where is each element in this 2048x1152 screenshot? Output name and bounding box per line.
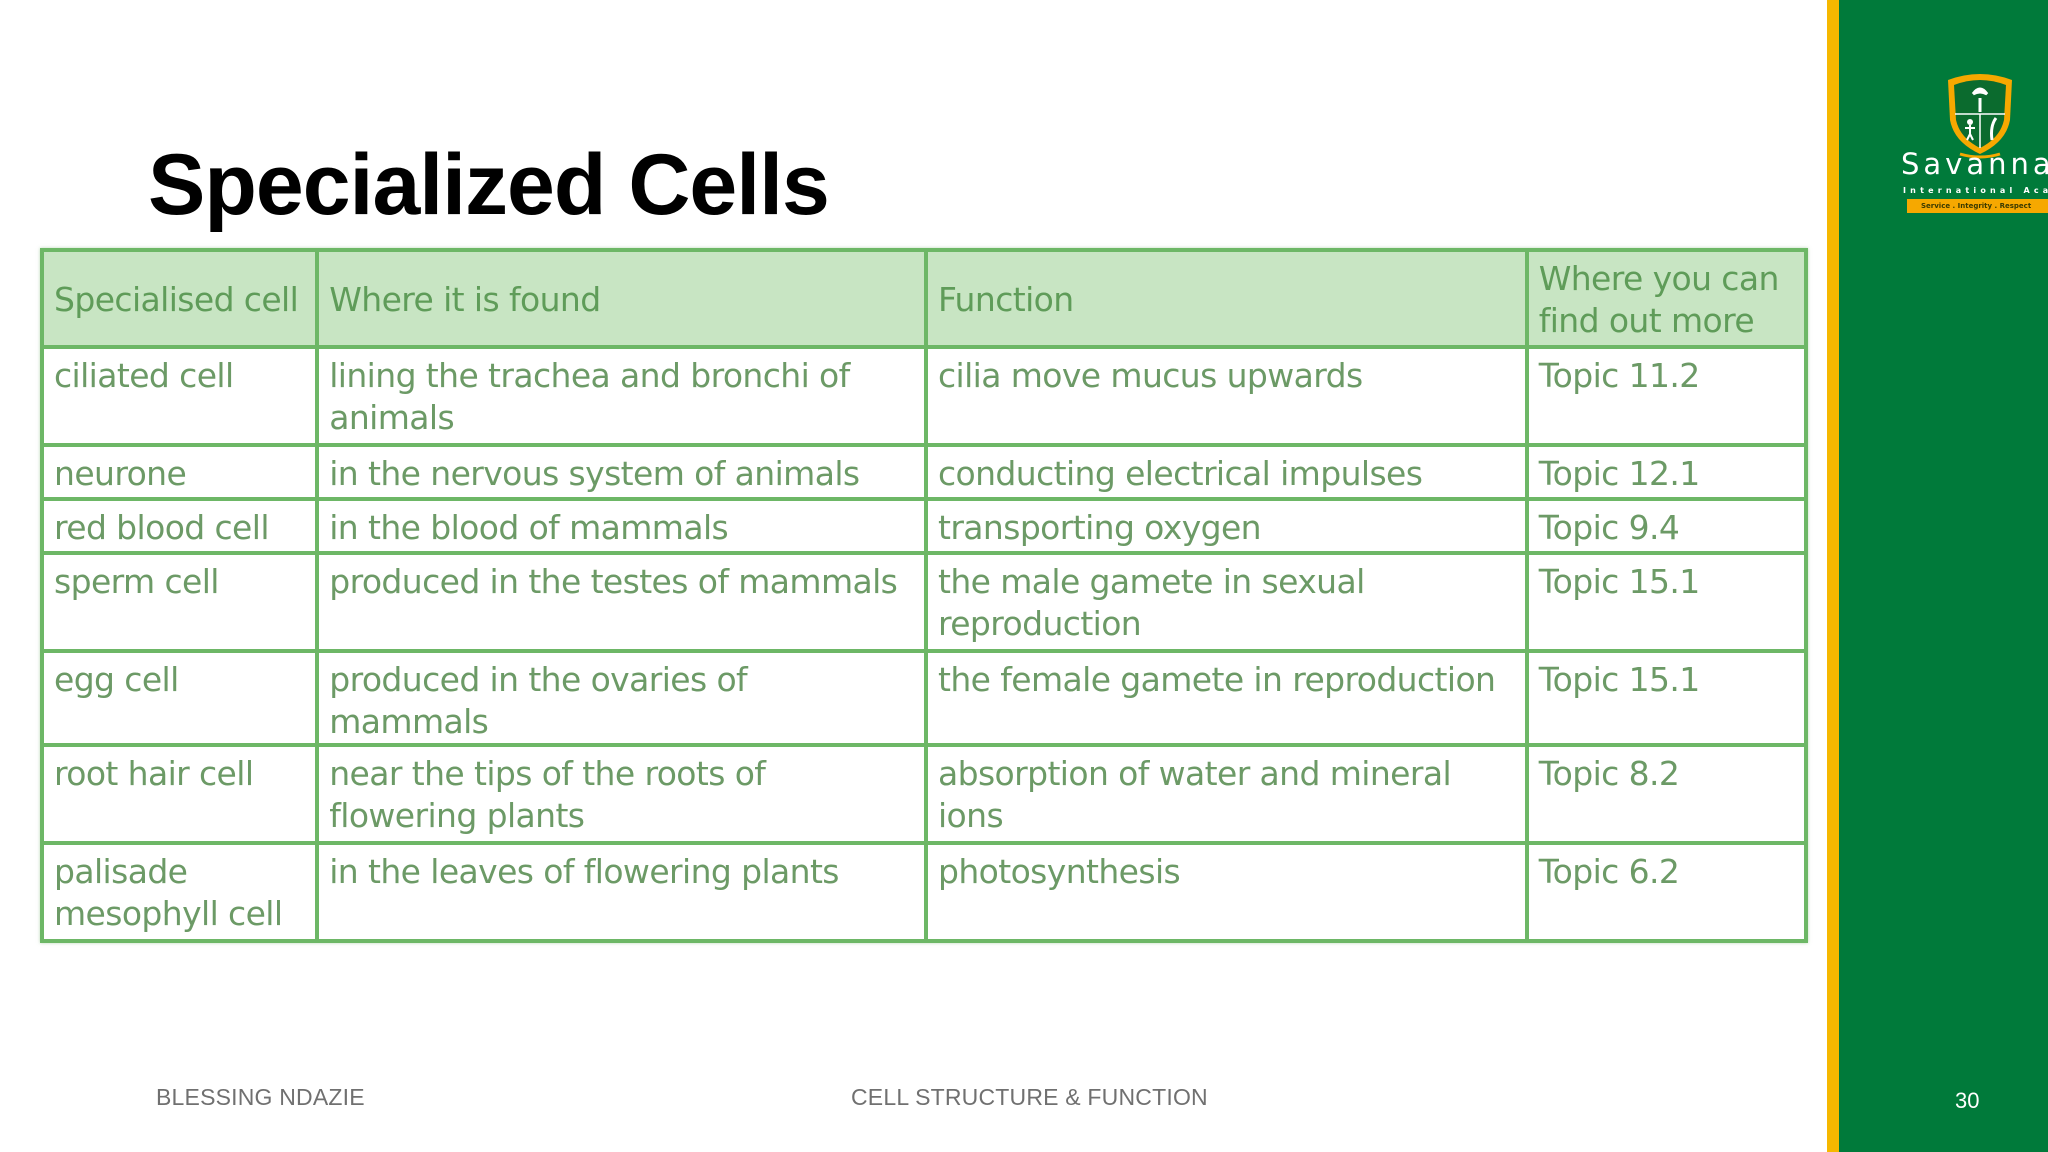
slide-title: Specialized Cells xyxy=(148,137,830,233)
cell-topic-reference: Topic 9.4 xyxy=(1524,497,1809,555)
cell-name: red blood cell xyxy=(39,497,320,555)
cell-name: neurone xyxy=(39,443,320,501)
specialized-cells-table: Specialised cell Where it is found Funct… xyxy=(39,248,1809,943)
cell-location: near the tips of the roots of flowering … xyxy=(315,743,928,845)
cell-function: cilia move mucus upwards xyxy=(923,345,1529,447)
column-header-function: Function xyxy=(923,248,1529,349)
table-row: palisade mesophyll cell in the leaves of… xyxy=(39,841,1809,943)
logo-subtitle: International Acade xyxy=(1903,186,2048,195)
cell-name: egg cell xyxy=(39,649,320,747)
column-header-specialised-cell: Specialised cell xyxy=(39,248,320,349)
table-row: root hair cell near the tips of the root… xyxy=(39,743,1809,845)
logo-name: Savanna xyxy=(1901,147,2048,181)
cell-name: ciliated cell xyxy=(39,345,320,447)
cell-location: lining the trachea and bronchi of animal… xyxy=(315,345,928,447)
table-row: red blood cell in the blood of mammals t… xyxy=(39,497,1809,555)
cell-function: transporting oxygen xyxy=(923,497,1529,555)
table-row: ciliated cell lining the trachea and bro… xyxy=(39,345,1809,447)
school-logo: Savanna International Acade Service . In… xyxy=(1890,70,2048,220)
cell-location: in the leaves of flowering plants xyxy=(315,841,928,943)
footer-topic: CELL STRUCTURE & FUNCTION xyxy=(851,1084,1208,1110)
cell-function: the female gamete in reproduction xyxy=(923,649,1529,747)
cell-name: sperm cell xyxy=(39,551,320,653)
cell-function: absorption of water and mineral ions xyxy=(923,743,1529,845)
green-side-panel xyxy=(1839,0,2048,1152)
cell-function: photosynthesis xyxy=(923,841,1529,943)
yellow-accent-stripe xyxy=(1827,0,1839,1152)
page-number: 30 xyxy=(1955,1088,1980,1113)
table-row: sperm cell produced in the testes of mam… xyxy=(39,551,1809,653)
cell-name: root hair cell xyxy=(39,743,320,845)
cell-topic-reference: Topic 8.2 xyxy=(1524,743,1809,845)
column-header-find-out-more: Where you can find out more xyxy=(1524,248,1809,349)
cell-topic-reference: Topic 11.2 xyxy=(1524,345,1809,447)
cell-topic-reference: Topic 12.1 xyxy=(1524,443,1809,501)
column-header-where-found: Where it is found xyxy=(315,248,928,349)
specialized-cells-table-container: Specialised cell Where it is found Funct… xyxy=(39,248,1809,943)
cell-function: the male gamete in sexual reproduction xyxy=(923,551,1529,653)
footer-author: BLESSING NDAZIE xyxy=(156,1084,365,1110)
cell-location: in the blood of mammals xyxy=(315,497,928,555)
table-row: neurone in the nervous system of animals… xyxy=(39,443,1809,501)
logo-motto-banner: Service . Integrity . Respect xyxy=(1907,199,2048,213)
school-crest-icon xyxy=(1948,74,2012,159)
cell-name: palisade mesophyll cell xyxy=(39,841,320,943)
cell-location: produced in the testes of mammals xyxy=(315,551,928,653)
cell-topic-reference: Topic 15.1 xyxy=(1524,649,1809,747)
cell-location: in the nervous system of animals xyxy=(315,443,928,501)
cell-function: conducting electrical impulses xyxy=(923,443,1529,501)
cell-topic-reference: Topic 15.1 xyxy=(1524,551,1809,653)
table-header-row: Specialised cell Where it is found Funct… xyxy=(39,248,1809,349)
cell-location: produced in the ovaries of mammals xyxy=(315,649,928,747)
table-row: egg cell produced in the ovaries of mamm… xyxy=(39,649,1809,747)
cell-topic-reference: Topic 6.2 xyxy=(1524,841,1809,943)
